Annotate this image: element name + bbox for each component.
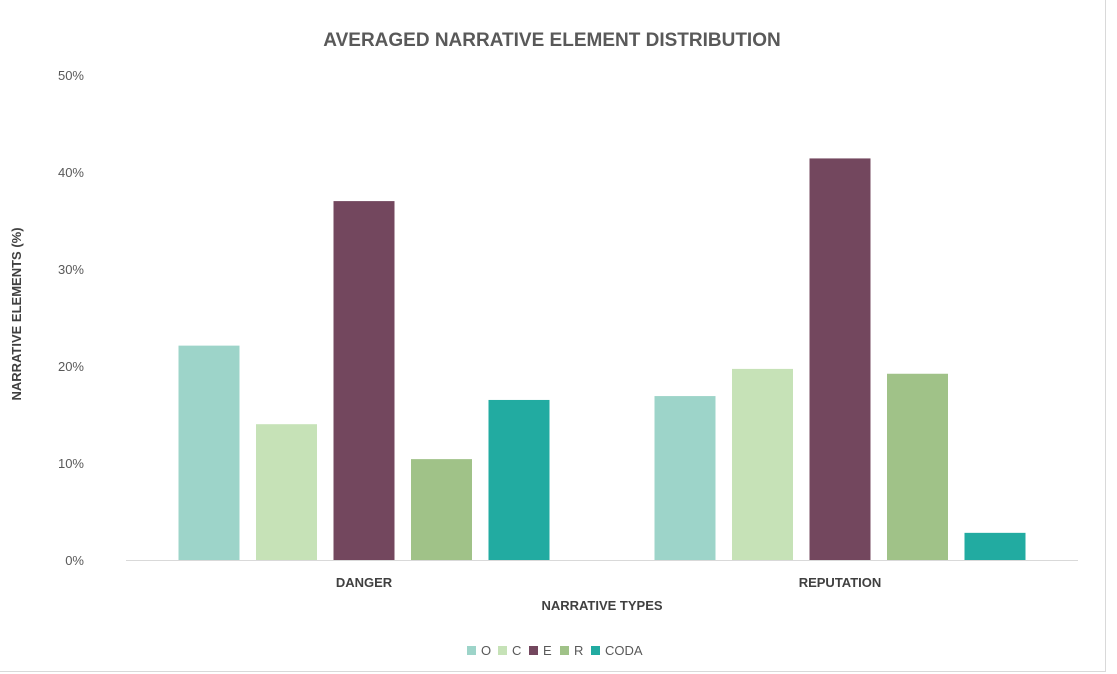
bars-group: [178, 158, 1026, 561]
legend-swatch-c: [498, 646, 507, 655]
y-tick-label: 40%: [58, 165, 84, 180]
bar-danger-o: [178, 345, 240, 560]
legend-label-o: O: [481, 643, 491, 658]
category-labels: DANGER REPUTATION: [336, 575, 881, 590]
bar-danger-c: [256, 424, 317, 560]
legend-swatch-e: [529, 646, 538, 655]
legend-swatch-o: [467, 646, 476, 655]
bar-reputation-e: [809, 158, 871, 561]
bar-reputation-r: [887, 373, 948, 560]
bar-danger-coda: [488, 399, 550, 560]
legend-swatch-r: [560, 646, 569, 655]
x-tick-label: DANGER: [336, 575, 393, 590]
legend-label-r: R: [574, 643, 583, 658]
legend-label-c: C: [512, 643, 521, 658]
y-tick-label: 20%: [58, 359, 84, 374]
bar-reputation-c: [732, 368, 793, 560]
bar-danger-r: [411, 459, 472, 560]
legend-swatch-coda: [591, 646, 600, 655]
legend-label-e: E: [543, 643, 552, 658]
y-tick-label: 10%: [58, 456, 84, 471]
bar-danger-e: [333, 201, 395, 560]
y-tick-label: 30%: [58, 262, 84, 277]
bar-reputation-o: [654, 396, 716, 560]
y-axis-ticks: 0% 10% 20% 30% 40% 50%: [58, 68, 84, 568]
y-tick-label: 50%: [58, 68, 84, 83]
chart-title: AVERAGED NARRATIVE ELEMENT DISTRIBUTION: [323, 30, 780, 51]
x-tick-label: REPUTATION: [799, 575, 882, 590]
y-axis-title: NARRATIVE ELEMENTS (%): [9, 227, 24, 400]
y-tick-label: 0%: [65, 553, 84, 568]
legend: O C E R CODA: [467, 643, 643, 658]
legend-label-coda: CODA: [605, 643, 643, 658]
bar-reputation-coda: [964, 532, 1026, 560]
x-axis-title: NARRATIVE TYPES: [541, 598, 662, 613]
